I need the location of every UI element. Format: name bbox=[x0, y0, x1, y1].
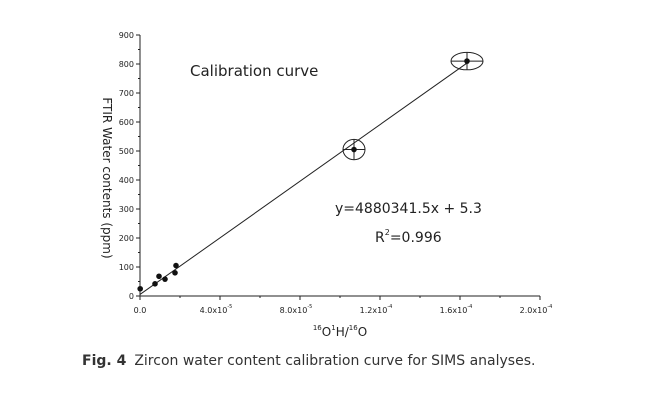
x-ticks: 0.0 4.0x10-5 8.0x10-5 1.2x10-4 1.6x10-4 2.0x1… bbox=[134, 296, 553, 315]
x-tick-label: 1.6x10-4 bbox=[440, 304, 473, 315]
r-squared-value: =0.996 bbox=[390, 230, 442, 246]
y-tick-label: 600 bbox=[119, 118, 134, 127]
r-squared-symbol: R bbox=[375, 230, 385, 246]
fit-line bbox=[139, 62, 468, 295]
x-tick-label: 1.2x10-4 bbox=[360, 304, 393, 315]
data-point bbox=[464, 58, 470, 64]
data-point bbox=[172, 270, 178, 276]
y-axis-title: FTIR Water contents (ppm) bbox=[100, 97, 114, 258]
y-tick-label: 800 bbox=[119, 60, 134, 69]
data-points bbox=[137, 51, 484, 292]
data-point bbox=[173, 262, 179, 269]
fit-equation: y=4880341.5x + 5.3 bbox=[335, 201, 482, 217]
r-squared-exponent: 2 bbox=[385, 228, 390, 237]
y-ticks: 0 100 200 300 400 500 600 700 800 900 bbox=[119, 31, 140, 301]
figure-caption: Fig. 4 Zircon water content calibration c… bbox=[82, 353, 642, 369]
y-tick-label: 100 bbox=[119, 263, 134, 272]
calibration-chart: 0.0 4.0x10-5 8.0x10-5 1.2x10-4 1.6x10-4 2.0x1… bbox=[100, 31, 553, 339]
data-point bbox=[162, 276, 168, 282]
data-point bbox=[351, 146, 357, 153]
y-tick-label: 900 bbox=[119, 31, 134, 40]
y-tick-label: 0 bbox=[129, 292, 134, 301]
y-tick-label: 500 bbox=[119, 147, 134, 156]
data-point bbox=[152, 281, 158, 287]
y-tick-label: 200 bbox=[119, 234, 134, 243]
x-tick-label: 4.0x10-5 bbox=[200, 304, 233, 315]
x-axis-title: 16O1H/16O bbox=[313, 324, 367, 339]
r-squared: R2=0.996 bbox=[375, 228, 442, 246]
y-tick-label: 300 bbox=[119, 205, 134, 214]
chart-title: Calibration curve bbox=[190, 62, 318, 80]
fit-line-group bbox=[139, 62, 468, 295]
data-point bbox=[156, 273, 162, 280]
x-tick-label: 0.0 bbox=[134, 306, 147, 315]
y-tick-label: 700 bbox=[119, 89, 134, 98]
data-point bbox=[137, 285, 143, 292]
figure-label: Fig. 4 bbox=[82, 353, 127, 369]
x-tick-label: 2.0x10-4 bbox=[520, 304, 553, 315]
figure-caption-text: Zircon water content calibration curve f… bbox=[134, 353, 536, 369]
x-tick-label: 8.0x10-5 bbox=[280, 304, 313, 315]
y-tick-label: 400 bbox=[119, 176, 134, 185]
